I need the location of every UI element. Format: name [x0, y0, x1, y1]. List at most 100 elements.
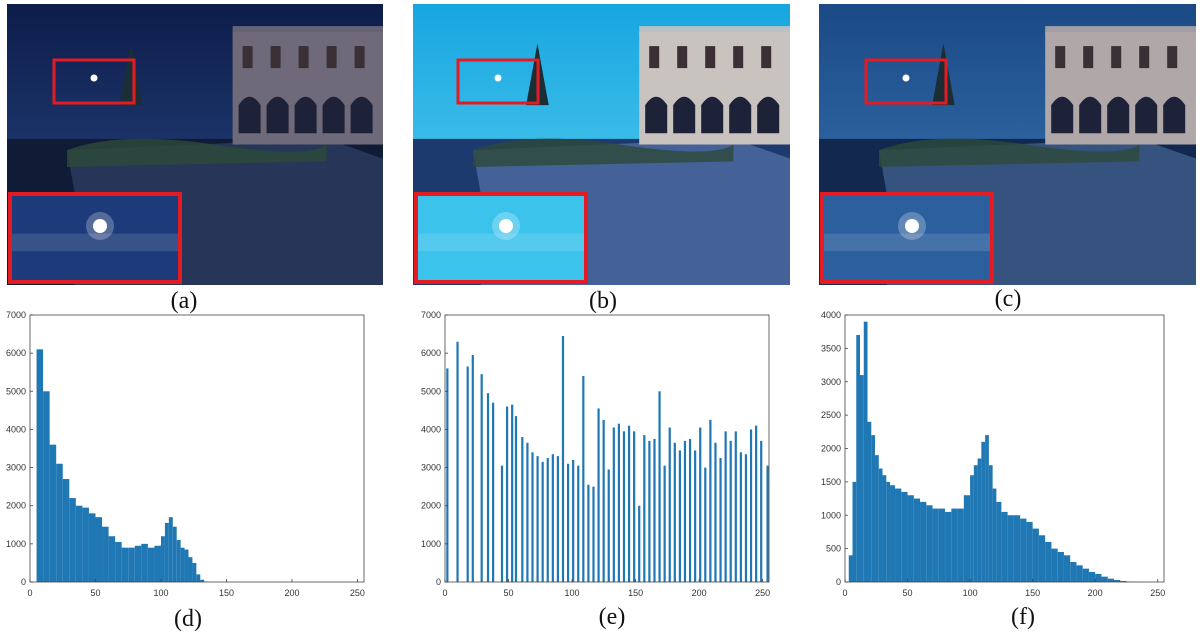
histogram-bar — [704, 467, 707, 582]
histogram-bar — [951, 508, 958, 582]
histogram-bar — [1001, 511, 1008, 582]
histogram-bar — [134, 545, 142, 582]
histogram-bar — [147, 547, 155, 582]
inset-frame — [820, 192, 994, 284]
y-tick-label: 1000 — [821, 510, 841, 520]
histogram-bar — [172, 526, 177, 582]
histogram-bar — [526, 442, 529, 582]
y-tick-label: 3000 — [6, 463, 26, 473]
histogram-bar — [572, 459, 575, 582]
caption-b: (b) — [589, 288, 617, 314]
histogram-bar — [486, 393, 490, 582]
inset-haze — [822, 233, 992, 252]
vegetation — [67, 138, 327, 167]
histogram-bar — [597, 408, 600, 582]
histogram-bar — [531, 452, 534, 582]
moon-highlight-box — [864, 58, 948, 105]
histogram-bar — [1113, 579, 1121, 582]
histogram-bar — [633, 431, 636, 582]
building-arch — [238, 96, 261, 134]
histogram-bar — [1026, 521, 1033, 582]
building-window — [326, 46, 337, 69]
y-tick-label: 7000 — [421, 310, 441, 320]
histogram-bar — [683, 440, 687, 582]
inset-frame — [414, 192, 588, 284]
histogram-bar — [612, 427, 615, 582]
histogram-bar — [875, 455, 879, 582]
y-tick-label: 6000 — [421, 348, 441, 358]
histogram-bar — [734, 431, 737, 582]
histogram-bar — [648, 440, 651, 582]
histogram-bar — [141, 543, 148, 582]
histogram-bar — [1038, 535, 1046, 582]
histogram-bar — [62, 479, 70, 582]
histogram-bar — [1082, 568, 1089, 582]
y-tick-label: 6000 — [6, 348, 26, 358]
x-tick-label: 200 — [284, 588, 299, 598]
y-tick-label: 5000 — [6, 386, 26, 396]
histogram-bar — [82, 507, 89, 582]
histogram-bar — [719, 458, 722, 582]
histogram-bar — [856, 335, 861, 582]
y-tick-label: 7000 — [6, 310, 26, 320]
histogram-bar — [1076, 565, 1083, 582]
histogram-bar — [200, 579, 205, 582]
y-tick-label: 0 — [21, 577, 26, 587]
histogram-bar — [970, 475, 974, 582]
histogram-bar — [973, 465, 978, 582]
moon — [902, 74, 910, 82]
histogram-bar — [102, 526, 109, 582]
x-tick-label: 50 — [903, 588, 913, 598]
histogram-bar — [709, 419, 712, 582]
tree-icon — [119, 43, 143, 106]
building-roof — [639, 26, 790, 35]
histogram-bar — [688, 438, 692, 582]
caption-f: (f) — [1011, 604, 1035, 630]
inset-frame — [8, 192, 182, 284]
histogram-bar — [514, 416, 518, 582]
histogram-bar — [456, 341, 459, 582]
building-arch — [1135, 96, 1158, 134]
histogram-bar — [168, 517, 173, 582]
histogram-bar — [1013, 515, 1021, 582]
photo-svg — [7, 4, 383, 285]
histogram-bar — [505, 406, 509, 582]
caption-c: (c) — [994, 286, 1022, 312]
histogram-bar — [886, 481, 891, 582]
histogram-bar — [755, 425, 758, 582]
histogram-bar — [1045, 541, 1052, 582]
histogram-bar — [848, 555, 853, 582]
moon — [90, 74, 98, 82]
x-tick-label: 100 — [153, 588, 168, 598]
histogram-bar — [541, 461, 544, 582]
histogram-bar — [913, 498, 921, 582]
histogram-bar — [895, 488, 902, 582]
histogram-bar — [860, 375, 864, 582]
histogram-bar — [154, 545, 161, 582]
building-arch — [1079, 96, 1102, 134]
histogram-bar — [977, 458, 982, 582]
photo-panel-a — [7, 4, 383, 285]
x-tick-label: 250 — [350, 588, 365, 598]
histogram-bar — [69, 498, 76, 582]
y-tick-label: 4000 — [6, 424, 26, 434]
histogram-bar — [1088, 571, 1096, 582]
histogram-bar — [592, 486, 595, 582]
x-tick-label: 0 — [27, 588, 32, 598]
histogram-bar — [551, 454, 554, 582]
histogram-bar — [1057, 551, 1064, 582]
histogram-bar — [49, 444, 57, 582]
histogram-bar — [744, 454, 748, 582]
histogram-bar — [500, 465, 504, 582]
histogram-bar — [607, 469, 610, 582]
histogram-bar — [176, 540, 181, 582]
building-window — [1139, 46, 1150, 69]
histogram-bar — [699, 427, 702, 582]
caption-e: (e) — [598, 604, 626, 630]
histogram-bar — [867, 421, 872, 582]
histogram-bar — [188, 557, 193, 582]
histogram-bar — [1095, 573, 1102, 582]
histogram-bar — [480, 374, 483, 582]
y-tick-label: 3500 — [821, 343, 841, 353]
histogram-bar — [587, 484, 590, 582]
